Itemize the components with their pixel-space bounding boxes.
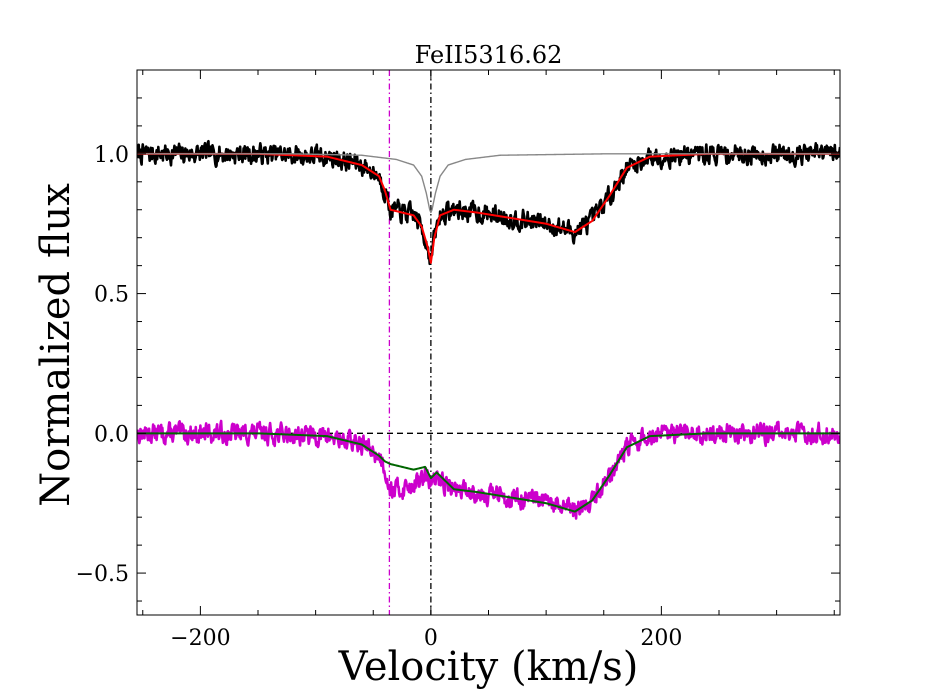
- series-layer: [137, 139, 840, 520]
- y-axis-title: Normalized flux: [33, 183, 79, 507]
- x-tick-label: 0: [424, 626, 438, 651]
- y-tick-label: 0.0: [94, 422, 129, 447]
- chart-title: FeII5316.62: [415, 41, 563, 69]
- x-tick-label: −200: [170, 626, 230, 651]
- y-tick-label: −0.5: [76, 562, 129, 587]
- secondary-component-model-line: [137, 153, 840, 214]
- axis-tick-labels: −200 0 200 −0.5 0.0 0.5 1.0: [76, 143, 683, 651]
- x-axis-title: Velocity (km/s): [338, 644, 639, 690]
- y-tick-label: 1.0: [94, 143, 129, 168]
- axis-ticks: [137, 70, 840, 615]
- y-tick-label: 0.5: [94, 283, 129, 308]
- x-tick-label: 200: [640, 626, 682, 651]
- residual-fit-line: [137, 432, 840, 513]
